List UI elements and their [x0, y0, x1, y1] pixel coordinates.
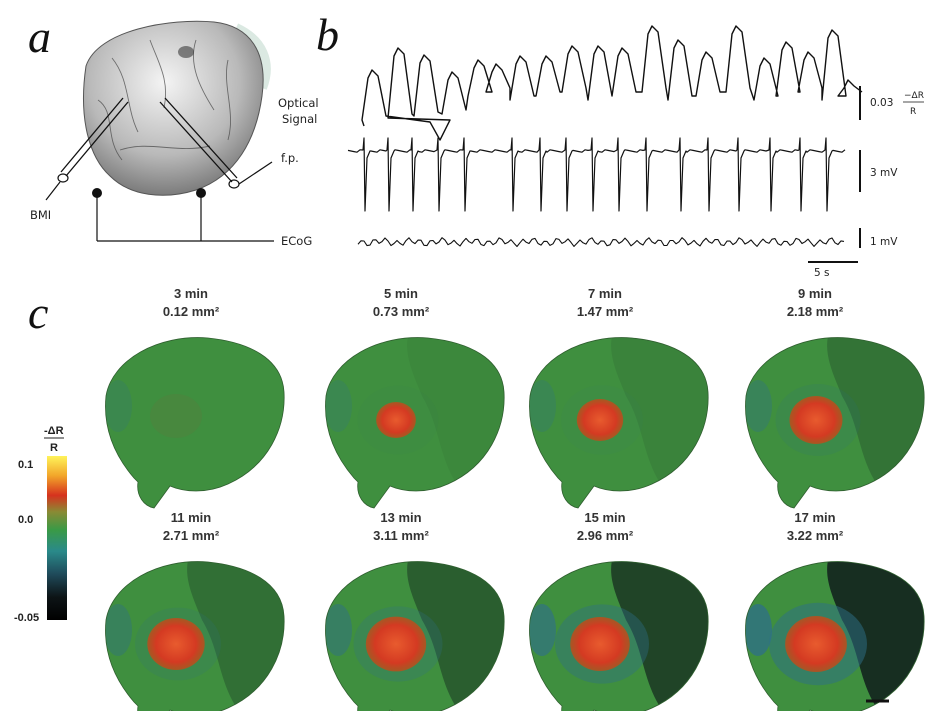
ictal-focus	[789, 396, 843, 444]
cortex-map	[325, 337, 505, 509]
map-area-label: 3.22 mm²	[787, 528, 844, 543]
optical-signal-trace	[361, 25, 863, 141]
depression-region	[611, 337, 709, 486]
depression-region	[827, 337, 925, 486]
optical-signal-label-line1: Optical	[278, 96, 319, 110]
fp-label: f.p.	[281, 151, 299, 165]
ictal-focus	[365, 616, 427, 672]
cortex-map	[745, 337, 925, 509]
depression-region	[827, 561, 925, 710]
map-time-label: 5 min	[384, 286, 418, 301]
fp-scale-label: 3 mV	[870, 167, 898, 179]
bmi-electrode	[45, 97, 129, 201]
depression-region	[407, 561, 505, 710]
brain-photo	[83, 20, 264, 196]
panel-a-schematic: Optical Signal f.p. BMI ECoG	[30, 20, 319, 248]
colorbar-tick-min: -0.05	[14, 612, 39, 624]
map-time-label: 9 min	[798, 286, 832, 301]
map-area-label: 3.11 mm²	[373, 528, 429, 543]
depression-region	[187, 561, 285, 710]
colorbar-tick-max: 0.1	[18, 459, 33, 471]
cortex-map	[529, 337, 709, 509]
field-potential-trace	[347, 137, 846, 212]
brain-photo-rim	[233, 23, 271, 90]
map-time-label: 11 min	[171, 510, 212, 525]
ictal-focus	[570, 617, 630, 671]
map-time-label: 7 min	[588, 286, 622, 301]
map-area-label: 0.73 mm²	[373, 304, 430, 319]
map-area-label: 0.12 mm²	[163, 304, 220, 319]
colorbar-gradient	[47, 456, 67, 620]
map-time-label: 15 min	[584, 510, 625, 525]
panel-b-traces: 0.03 −ΔR R 3 mV 1 mV 5 s	[347, 25, 924, 279]
ictal-focus	[376, 402, 416, 438]
cortex-map	[529, 561, 709, 711]
ecog-trace	[357, 237, 845, 248]
optical-scale-value: 0.03	[870, 97, 893, 109]
time-scale-label: 5 s	[814, 267, 830, 279]
optical-scale-unit-num: −ΔR	[904, 91, 924, 101]
map-time-label: 13 min	[380, 510, 421, 525]
optical-signal-label-line2: Signal	[282, 112, 317, 126]
ictal-focus	[147, 618, 205, 670]
depression-region	[407, 337, 505, 486]
fp-electrode	[159, 97, 273, 189]
colorbar: -ΔR R 0.1 0.0 -0.05	[14, 425, 67, 624]
brain-vessels	[97, 39, 231, 161]
ictal-focus	[576, 399, 624, 441]
colorbar-tick-zero: 0.0	[18, 514, 33, 526]
bmi-label: BMI	[30, 208, 51, 222]
ictal-focus	[785, 616, 847, 672]
colorbar-title-num: -ΔR	[44, 425, 64, 437]
optical-scale-unit-den: R	[910, 107, 916, 117]
map-area-label: 2.18 mm²	[787, 304, 844, 319]
cortex-map-grid: 3 min 0.12 mm² 5 min 0.73 mm² 7 min 1.47 mm² 9…	[105, 286, 925, 711]
cortex-map	[105, 337, 285, 509]
colorbar-title-den: R	[50, 442, 58, 454]
cortex-map	[105, 561, 285, 711]
depression-region	[611, 561, 709, 710]
map-time-label: 17 min	[794, 510, 835, 525]
cortex-surface	[105, 337, 285, 508]
panel-letter-c: c	[28, 287, 48, 338]
map-time-label: 3 min	[174, 286, 208, 301]
map-area-label: 2.96 mm²	[577, 528, 634, 543]
panel-letter-a: a	[28, 11, 51, 62]
map-area-label: 1.47 mm²	[577, 304, 634, 319]
map-area-label: 2.71 mm²	[163, 528, 220, 543]
panel-letter-b: b	[316, 9, 339, 60]
cortex-map	[745, 561, 925, 711]
ecog-label: ECoG	[281, 234, 312, 248]
ecog-scale-label: 1 mV	[870, 236, 898, 248]
cortex-map	[325, 561, 505, 711]
ecog-electrodes	[92, 188, 274, 242]
